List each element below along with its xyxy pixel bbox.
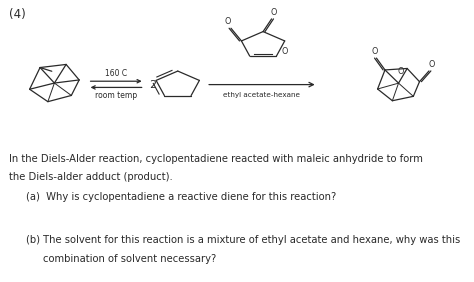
Text: O: O bbox=[225, 17, 231, 26]
Text: In the Diels-Alder reaction, cyclopentadiene reacted with maleic anhydride to fo: In the Diels-Alder reaction, cyclopentad… bbox=[9, 154, 422, 164]
Text: (4): (4) bbox=[9, 8, 25, 21]
Text: 160 C: 160 C bbox=[105, 69, 127, 78]
Text: room temp: room temp bbox=[95, 91, 137, 100]
Text: O: O bbox=[282, 47, 288, 56]
Text: 2: 2 bbox=[149, 80, 156, 90]
Text: O: O bbox=[428, 60, 435, 69]
Text: (a)  Why is cyclopentadiene a reactive diene for this reaction?: (a) Why is cyclopentadiene a reactive di… bbox=[26, 192, 337, 202]
Text: the Diels-alder adduct (product).: the Diels-alder adduct (product). bbox=[9, 172, 172, 182]
Text: combination of solvent necessary?: combination of solvent necessary? bbox=[43, 254, 216, 264]
Text: O: O bbox=[371, 47, 378, 56]
Text: ethyl acetate-hexane: ethyl acetate-hexane bbox=[223, 92, 301, 98]
Text: (b) The solvent for this reaction is a mixture of ethyl acetate and hexane, why : (b) The solvent for this reaction is a m… bbox=[26, 235, 460, 245]
Text: O: O bbox=[398, 67, 404, 76]
Text: O: O bbox=[270, 8, 277, 17]
